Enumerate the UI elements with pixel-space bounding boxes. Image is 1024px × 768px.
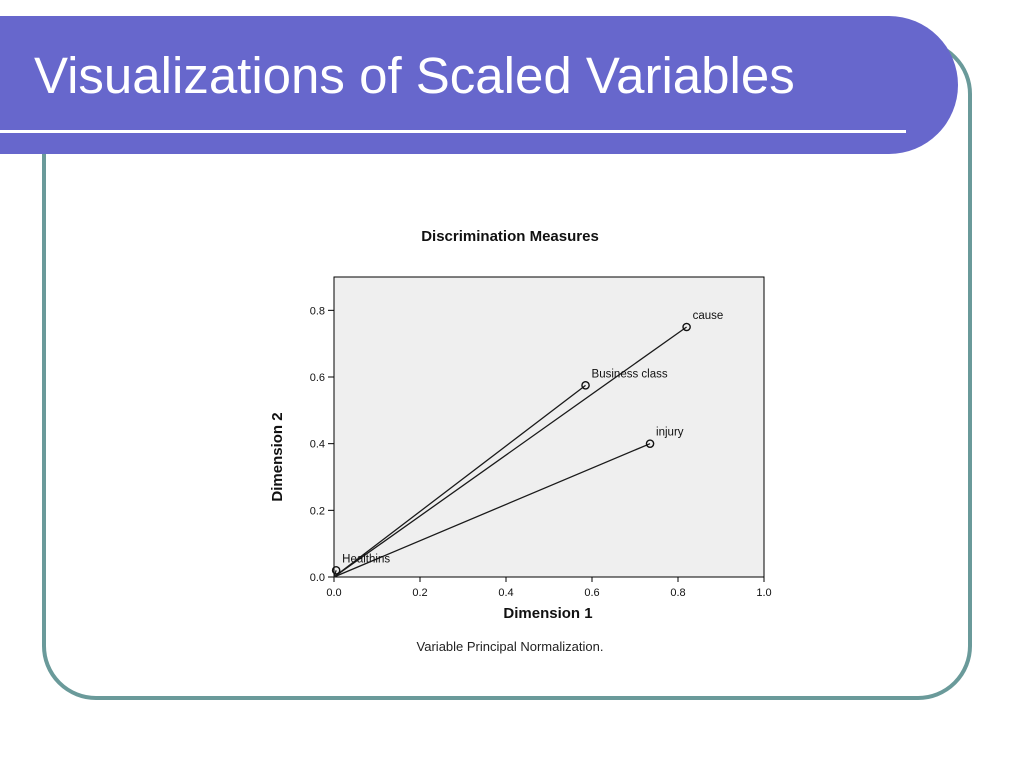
x-tick-label: 0.6: [584, 587, 599, 599]
y-tick-label: 0.0: [310, 572, 325, 584]
y-tick-label: 0.4: [310, 439, 325, 451]
point-markers: [331, 322, 691, 575]
x-axis-label: Dimension 1: [503, 605, 592, 622]
point-marker-cause: [682, 322, 691, 332]
x-tick-label: 1.0: [756, 587, 771, 599]
title-underline: [0, 130, 906, 133]
point-label-business-class: Business class: [592, 368, 668, 380]
x-axis-ticks: 0.0 0.2 0.4 0.6 0.8 1.0: [326, 577, 772, 599]
point-marker-healthins: [331, 566, 341, 575]
y-tick-label: 0.6: [310, 372, 325, 384]
x-tick-label: 0.4: [498, 587, 513, 599]
y-axis-label: Dimension 2: [269, 412, 286, 501]
chart-caption: Variable Principal Normalization.: [417, 639, 604, 654]
y-tick-label: 0.8: [310, 305, 325, 317]
vector-line-business-class: [333, 384, 586, 578]
vector-line-injury: [333, 443, 651, 578]
plot-area: [333, 276, 765, 578]
vector-line-cause: [333, 326, 687, 578]
point-label-healthins: Healthins: [342, 553, 390, 565]
vector-lines: [333, 326, 687, 578]
point-marker-business-class: [581, 381, 590, 390]
x-tick-label: 0.2: [412, 587, 427, 599]
point-label-injury: injury: [656, 427, 684, 439]
x-tick-label: 0.0: [326, 587, 341, 599]
title-bar: [0, 16, 958, 154]
point-label-cause: cause: [693, 310, 724, 322]
x-tick-label: 0.8: [670, 587, 685, 599]
y-tick-label: 0.2: [310, 505, 325, 517]
slide-title: Visualizations of Scaled Variables: [34, 47, 795, 104]
point-labels: cause Business class injury Healthins: [342, 310, 723, 565]
point-marker-injury: [645, 439, 655, 448]
y-axis-ticks: 0.0 0.2 0.4 0.6 0.8: [310, 305, 334, 584]
chart-title: Discrimination Measures: [421, 228, 599, 245]
